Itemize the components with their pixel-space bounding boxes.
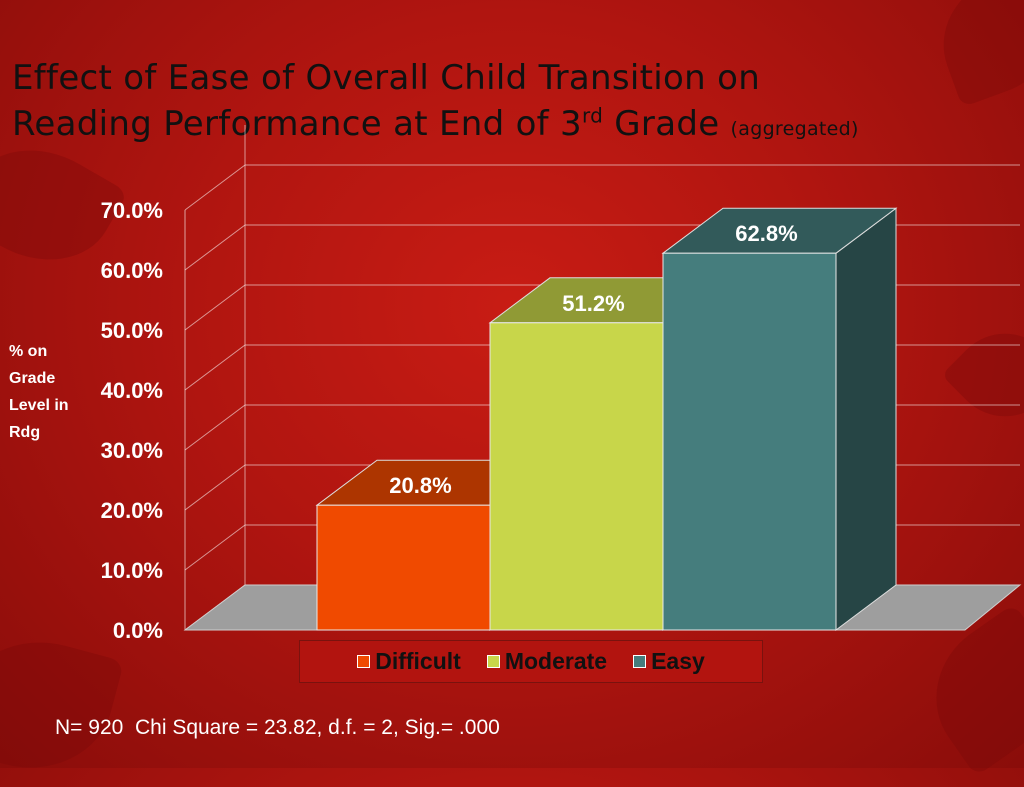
legend-item-easy: Easy: [633, 648, 705, 675]
y-tick-label: 60.0%: [101, 258, 163, 283]
y-tick-label: 70.0%: [101, 198, 163, 223]
y-axis-label-line: Grade: [9, 365, 89, 392]
bar-difficult: [317, 505, 490, 630]
y-tick-label: 0.0%: [113, 618, 163, 643]
legend-label-moderate: Moderate: [505, 648, 607, 675]
y-tick-label: 30.0%: [101, 438, 163, 463]
y-axis-label-line: Rdg: [9, 419, 89, 446]
legend-swatch-difficult: [357, 655, 370, 668]
data-label-difficult: 20.8%: [389, 473, 451, 498]
legend-label-difficult: Difficult: [375, 648, 461, 675]
bar-easy: [663, 253, 836, 630]
data-label-easy: 62.8%: [735, 221, 797, 246]
gridline-side: [185, 285, 245, 330]
gridline-side: [185, 165, 245, 210]
bar-side-easy: [836, 208, 896, 630]
y-tick-label: 20.0%: [101, 498, 163, 523]
gridline-side: [185, 345, 245, 390]
statistics-footnote: N= 920 Chi Square = 23.82, d.f. = 2, Sig…: [55, 716, 500, 740]
y-tick-label: 40.0%: [101, 378, 163, 403]
y-axis-label: % on Grade Level in Rdg: [9, 338, 89, 446]
y-tick-label: 10.0%: [101, 558, 163, 583]
gridline-side: [185, 405, 245, 450]
y-axis-label-line: % on: [9, 338, 89, 365]
y-tick-label: 50.0%: [101, 318, 163, 343]
legend-item-moderate: Moderate: [487, 648, 607, 675]
y-axis-label-line: Level in: [9, 392, 89, 419]
legend-swatch-easy: [633, 655, 646, 668]
gridline-side: [185, 465, 245, 510]
legend-item-difficult: Difficult: [357, 648, 461, 675]
legend-label-easy: Easy: [651, 648, 705, 675]
data-label-moderate: 51.2%: [562, 291, 624, 316]
chart-legend: Difficult Moderate Easy: [299, 640, 763, 683]
gridline-side: [185, 225, 245, 270]
bar-moderate: [490, 323, 663, 630]
gridline-side: [185, 525, 245, 570]
legend-swatch-moderate: [487, 655, 500, 668]
